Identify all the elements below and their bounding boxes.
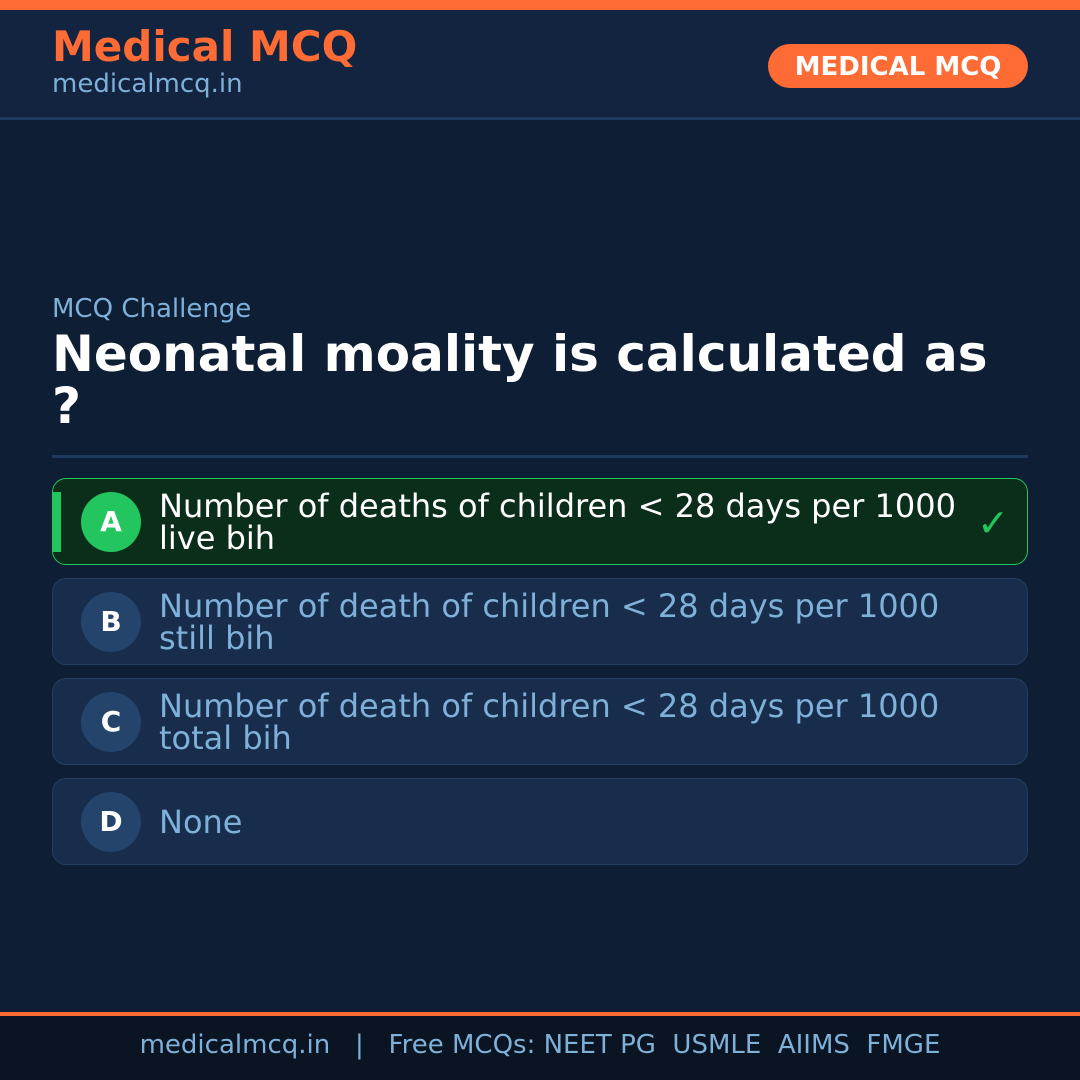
question-text: Neonatal moality is calculated as ? xyxy=(52,325,988,435)
brand-url: medicalmcq.in xyxy=(52,69,243,99)
header: Medical MCQ medicalmcq.in MEDICAL MCQ xyxy=(0,10,1080,120)
footer: medicalmcq.in | Free MCQs: NEET PG USMLE… xyxy=(0,1016,1080,1080)
checkmark-icon: ✓ xyxy=(977,501,1009,545)
option-text: Number of deaths of children < 28 days p… xyxy=(159,486,956,557)
kicker: MCQ Challenge xyxy=(52,294,252,324)
option-text: Number of death of children < 28 days pe… xyxy=(159,586,940,657)
option-c[interactable]: C Number of death of children < 28 days … xyxy=(52,678,1028,765)
option-letter: A xyxy=(81,492,141,552)
option-a[interactable]: A Number of deaths of children < 28 days… xyxy=(52,478,1028,565)
option-d[interactable]: D None xyxy=(52,778,1028,865)
correct-indicator-bar xyxy=(53,492,61,552)
divider xyxy=(52,455,1028,458)
brand-title: Medical MCQ xyxy=(52,22,358,71)
option-letter: B xyxy=(81,592,141,652)
option-b[interactable]: B Number of death of children < 28 days … xyxy=(52,578,1028,665)
option-letter: C xyxy=(81,692,141,752)
top-accent-bar xyxy=(0,0,1080,10)
footer-accent-line xyxy=(0,1012,1080,1016)
option-text: None xyxy=(159,802,243,841)
option-text: Number of death of children < 28 days pe… xyxy=(159,686,940,757)
header-badge: MEDICAL MCQ xyxy=(768,44,1028,88)
option-letter: D xyxy=(81,792,141,852)
